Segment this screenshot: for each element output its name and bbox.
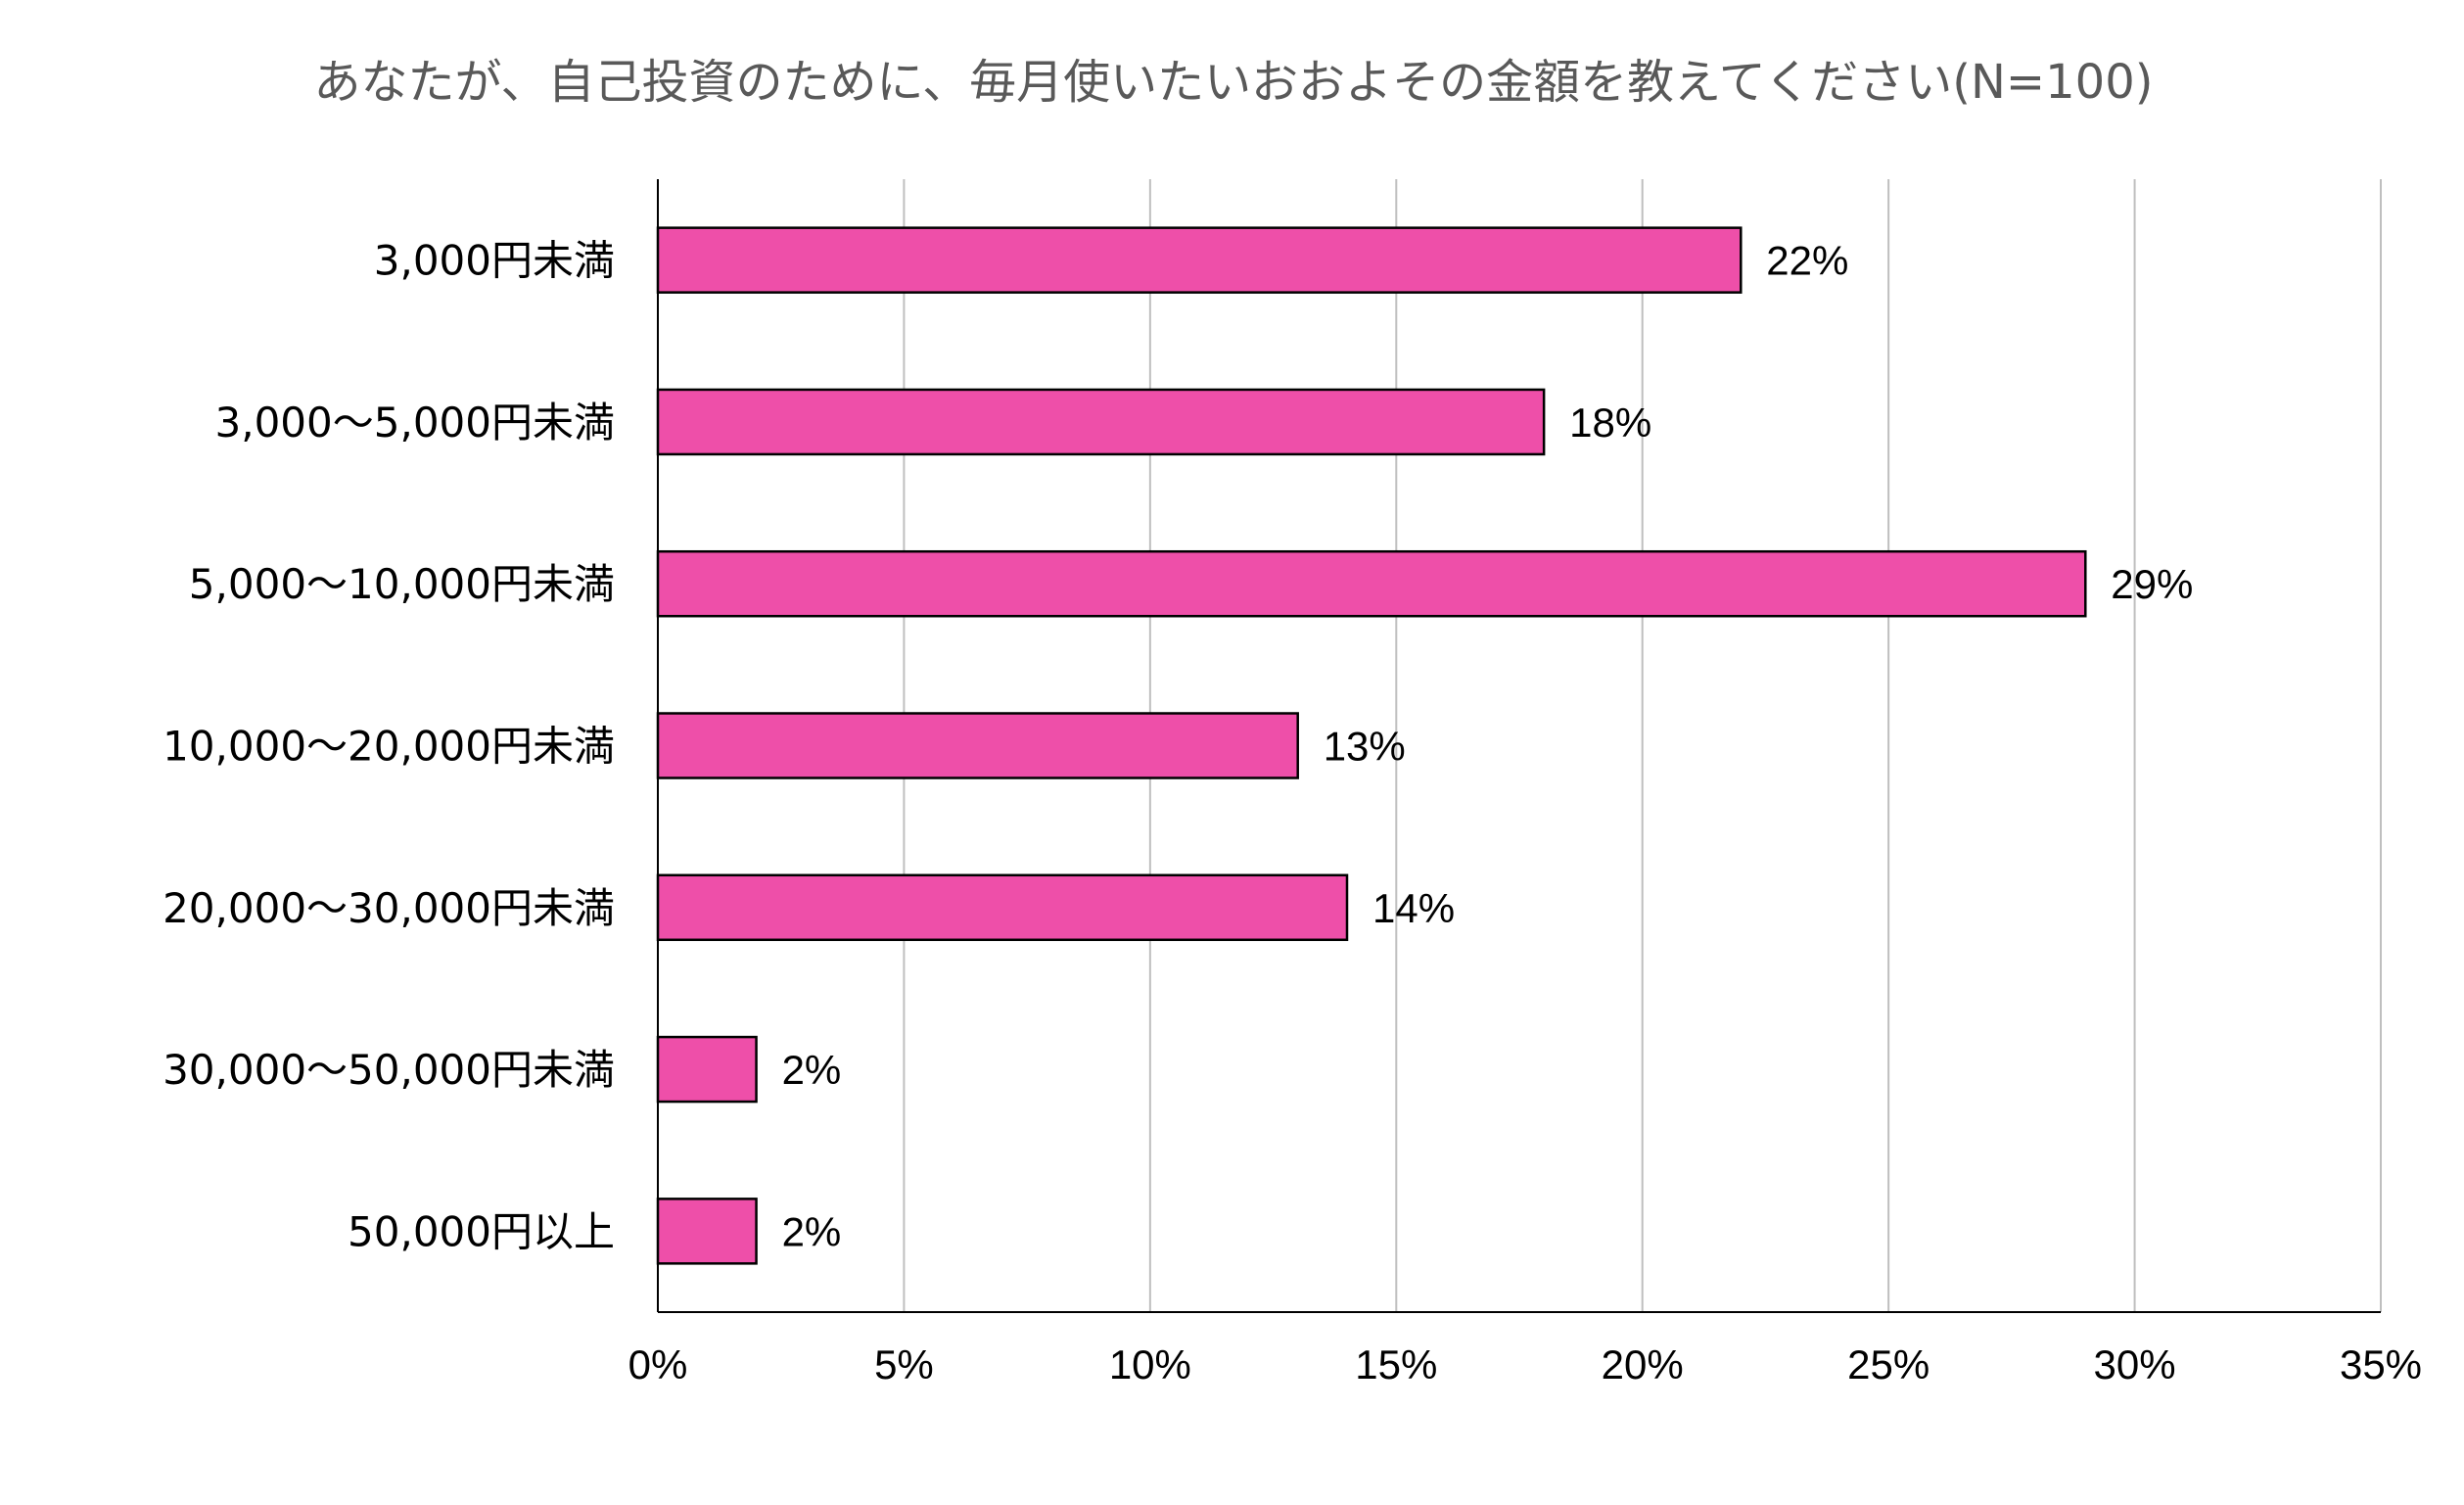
category-labels: 3,000円未満 3,000～5,000円未満 5,000～10,000円未満 10,…: [163, 237, 615, 1256]
bar: [656, 549, 2087, 618]
bar: [656, 388, 1546, 456]
chart-title: あなたが、自己投資のために、毎月使いたいおおよその金額を教えてください(N=10…: [314, 55, 2154, 110]
data-label: 2%: [782, 1047, 842, 1093]
gridlines: [903, 179, 2382, 1312]
data-label: 13%: [1324, 724, 1406, 770]
axes: [657, 179, 2381, 1313]
data-label: 14%: [1372, 885, 1455, 931]
x-tick-label: 0%: [628, 1341, 688, 1387]
bars: [656, 226, 2087, 1265]
category-label: 20,000～30,000円未満: [163, 884, 615, 932]
x-tick-label: 5%: [874, 1341, 934, 1387]
category-label: 50,000円以上: [348, 1207, 615, 1255]
data-labels: 22% 18% 29% 13% 14% 2% 2%: [782, 238, 2194, 1255]
data-label: 2%: [782, 1208, 842, 1254]
x-tick-label: 10%: [1109, 1341, 1191, 1387]
data-label: 18%: [1569, 400, 1651, 446]
data-label: 22%: [1766, 238, 1848, 284]
bar: [656, 712, 1299, 779]
x-tick-labels: 0% 5% 10% 15% 20% 25% 30% 35%: [628, 1341, 2422, 1387]
bar: [656, 873, 1349, 942]
x-tick-label: 15%: [1355, 1341, 1437, 1387]
category-label: 3,000円未満: [374, 237, 615, 285]
x-tick-label: 30%: [2094, 1341, 2176, 1387]
x-tick-label: 20%: [1602, 1341, 1684, 1387]
bar: [656, 1198, 758, 1265]
category-label: 30,000～50,000円未満: [163, 1046, 615, 1094]
x-tick-label: 35%: [2340, 1341, 2422, 1387]
category-label: 10,000～20,000円未満: [163, 723, 615, 771]
bar: [656, 226, 1743, 294]
data-label: 29%: [2111, 561, 2193, 607]
x-tick-label: 25%: [1847, 1341, 1929, 1387]
bar: [656, 1035, 758, 1104]
category-label: 5,000～10,000円未満: [189, 560, 615, 608]
category-label: 3,000～5,000円未満: [215, 399, 615, 447]
